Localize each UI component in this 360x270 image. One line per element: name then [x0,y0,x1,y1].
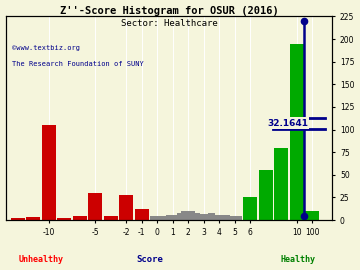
Text: The Research Foundation of SUNY: The Research Foundation of SUNY [12,61,144,67]
Bar [162,217,168,220]
Text: Score: Score [136,255,163,264]
Bar [135,209,149,220]
Bar [89,193,102,220]
Bar [150,217,164,220]
Bar [197,214,211,220]
Bar [120,195,133,220]
Bar [274,148,288,220]
Text: Healthy: Healthy [280,255,315,264]
Bar [212,215,226,220]
Bar [305,211,319,220]
Text: ©www.textbiz.org: ©www.textbiz.org [12,45,80,51]
Title: Z''-Score Histogram for OSUR (2016): Z''-Score Histogram for OSUR (2016) [59,6,278,16]
Bar [224,215,230,220]
Text: 32.1641: 32.1641 [267,119,308,128]
Bar [259,170,273,220]
Bar [193,213,199,220]
Bar [11,218,25,220]
Bar [177,213,184,220]
Bar [166,215,180,220]
Bar [42,125,56,220]
Bar [290,43,303,220]
Bar [243,197,257,220]
Bar [27,217,40,220]
Bar [73,217,87,220]
Bar [181,211,195,220]
Text: Unhealthy: Unhealthy [19,255,64,264]
Bar [58,218,71,220]
Bar [104,217,118,220]
Bar [228,215,242,220]
Text: Sector: Healthcare: Sector: Healthcare [121,19,217,28]
Bar [208,213,215,220]
